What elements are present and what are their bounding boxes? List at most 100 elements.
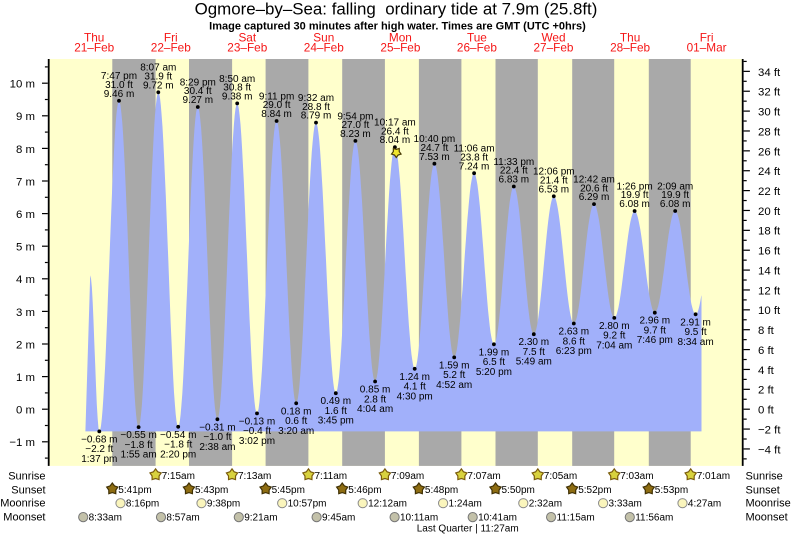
svg-text:6.5 ft: 6.5 ft	[483, 357, 505, 368]
svg-text:7 m: 7 m	[16, 176, 35, 188]
svg-text:26 ft: 26 ft	[758, 146, 781, 158]
svg-text:7:47 pm: 7:47 pm	[101, 71, 137, 82]
svg-text:Sunset: Sunset	[11, 484, 45, 496]
svg-text:8.79 m: 8.79 m	[301, 111, 332, 122]
svg-text:5:41pm: 5:41pm	[118, 485, 151, 496]
svg-text:Moonset: Moonset	[3, 511, 45, 523]
svg-text:18 ft: 18 ft	[758, 226, 781, 238]
svg-text:4:04 am: 4:04 am	[357, 404, 393, 415]
svg-text:31.0 ft: 31.0 ft	[105, 80, 133, 91]
svg-text:4 m: 4 m	[16, 274, 35, 286]
svg-text:9.38 m: 9.38 m	[222, 92, 253, 103]
svg-text:2:32am: 2:32am	[529, 499, 562, 510]
svg-text:Last Quarter | 11:27am: Last Quarter | 11:27am	[417, 524, 519, 535]
svg-text:10:17 am: 10:17 am	[374, 118, 416, 129]
svg-text:6.83 m: 6.83 m	[499, 175, 530, 186]
svg-text:8.6 ft: 8.6 ft	[563, 336, 585, 347]
svg-text:5.2 ft: 5.2 ft	[443, 370, 465, 381]
svg-text:8:16pm: 8:16pm	[126, 499, 159, 510]
svg-text:11:15am: 11:15am	[557, 513, 595, 524]
svg-text:0.85 m: 0.85 m	[360, 385, 391, 396]
svg-text:9:45am: 9:45am	[322, 513, 355, 524]
svg-text:12:06 pm: 12:06 pm	[533, 167, 575, 178]
svg-text:−0.68 m: −0.68 m	[81, 434, 117, 445]
svg-text:7:04 am: 7:04 am	[596, 340, 632, 351]
svg-text:24 ft: 24 ft	[758, 166, 781, 178]
svg-text:7:46 pm: 7:46 pm	[637, 335, 673, 346]
svg-text:7.53 m: 7.53 m	[419, 152, 450, 163]
svg-text:5:52pm: 5:52pm	[578, 485, 611, 496]
svg-text:12 ft: 12 ft	[758, 285, 781, 297]
svg-text:5:45pm: 5:45pm	[272, 485, 305, 496]
svg-text:1:37 pm: 1:37 pm	[81, 454, 117, 465]
svg-text:7:05am: 7:05am	[544, 471, 577, 482]
svg-text:5:20 pm: 5:20 pm	[476, 367, 512, 378]
svg-text:8 ft: 8 ft	[758, 325, 775, 337]
svg-text:14 ft: 14 ft	[758, 266, 781, 278]
svg-text:Moonrise: Moonrise	[746, 498, 791, 510]
svg-text:Thu: Thu	[84, 30, 104, 44]
svg-text:26.4 ft: 26.4 ft	[381, 126, 409, 137]
svg-text:7:11am: 7:11am	[315, 471, 348, 482]
svg-text:8.23 m: 8.23 m	[340, 129, 371, 140]
svg-text:4.1 ft: 4.1 ft	[404, 382, 426, 393]
svg-text:9:32 am: 9:32 am	[298, 93, 334, 104]
svg-text:Mon: Mon	[389, 30, 412, 44]
svg-text:2.63 m: 2.63 m	[559, 327, 590, 338]
svg-text:21–Feb: 21–Feb	[74, 41, 114, 55]
svg-text:4:52 am: 4:52 am	[436, 380, 472, 391]
svg-text:5:46pm: 5:46pm	[348, 485, 381, 496]
svg-text:0.6 ft: 0.6 ft	[285, 416, 307, 427]
svg-text:01–Mar: 01–Mar	[687, 41, 727, 55]
svg-text:9:54 pm: 9:54 pm	[337, 111, 373, 122]
svg-text:22 ft: 22 ft	[758, 186, 781, 198]
svg-text:25–Feb: 25–Feb	[380, 41, 420, 55]
svg-text:−0.13 m: −0.13 m	[239, 416, 275, 427]
svg-text:3:20 am: 3:20 am	[278, 426, 314, 437]
svg-text:9.7 ft: 9.7 ft	[644, 326, 666, 337]
svg-text:22.4 ft: 22.4 ft	[500, 166, 528, 177]
svg-text:8:29 pm: 8:29 pm	[180, 77, 216, 88]
svg-text:Fri: Fri	[164, 30, 178, 44]
svg-text:2.80 m: 2.80 m	[599, 321, 630, 332]
svg-text:Fri: Fri	[700, 30, 714, 44]
svg-text:1.99 m: 1.99 m	[479, 347, 510, 358]
svg-text:9.27 m: 9.27 m	[183, 95, 214, 106]
svg-text:20.6 ft: 20.6 ft	[580, 183, 608, 194]
svg-text:2.30 m: 2.30 m	[519, 337, 550, 348]
svg-text:7:15am: 7:15am	[162, 471, 195, 482]
svg-text:2:20 pm: 2:20 pm	[160, 449, 196, 460]
svg-text:−0.31 m: −0.31 m	[199, 422, 235, 433]
svg-text:5 m: 5 m	[16, 242, 35, 254]
svg-text:7.5 ft: 7.5 ft	[523, 347, 545, 358]
svg-text:20 ft: 20 ft	[758, 206, 781, 218]
svg-text:Moonrise: Moonrise	[0, 498, 45, 510]
svg-text:1.59 m: 1.59 m	[439, 360, 470, 371]
svg-text:7:01am: 7:01am	[697, 471, 730, 482]
svg-text:0 m: 0 m	[16, 405, 35, 417]
svg-text:Sun: Sun	[313, 30, 334, 44]
svg-text:5:53pm: 5:53pm	[655, 485, 688, 496]
svg-text:29.0 ft: 29.0 ft	[263, 100, 291, 111]
svg-text:23–Feb: 23–Feb	[227, 41, 267, 55]
svg-text:6.53 m: 6.53 m	[539, 184, 570, 195]
svg-text:23.8 ft: 23.8 ft	[460, 152, 488, 163]
svg-text:2.8 ft: 2.8 ft	[364, 394, 386, 405]
svg-text:−0.55 m: −0.55 m	[120, 430, 156, 441]
svg-text:30.4 ft: 30.4 ft	[184, 86, 212, 97]
svg-text:28.8 ft: 28.8 ft	[302, 102, 330, 113]
svg-text:3:45 pm: 3:45 pm	[318, 416, 354, 427]
svg-text:31.9 ft: 31.9 ft	[144, 72, 172, 83]
svg-text:8 m: 8 m	[16, 144, 35, 156]
svg-text:10 ft: 10 ft	[758, 305, 781, 317]
svg-text:−0.54 m: −0.54 m	[160, 430, 196, 441]
svg-text:27–Feb: 27–Feb	[533, 41, 573, 55]
svg-text:12:12am: 12:12am	[368, 499, 407, 510]
svg-text:9:38pm: 9:38pm	[207, 499, 240, 510]
svg-text:32 ft: 32 ft	[758, 87, 781, 99]
svg-text:7.24 m: 7.24 m	[459, 161, 490, 172]
svg-text:5:50pm: 5:50pm	[502, 485, 535, 496]
svg-text:2 ft: 2 ft	[758, 385, 775, 397]
svg-text:22–Feb: 22–Feb	[151, 41, 191, 55]
svg-text:1:24am: 1:24am	[449, 499, 482, 510]
